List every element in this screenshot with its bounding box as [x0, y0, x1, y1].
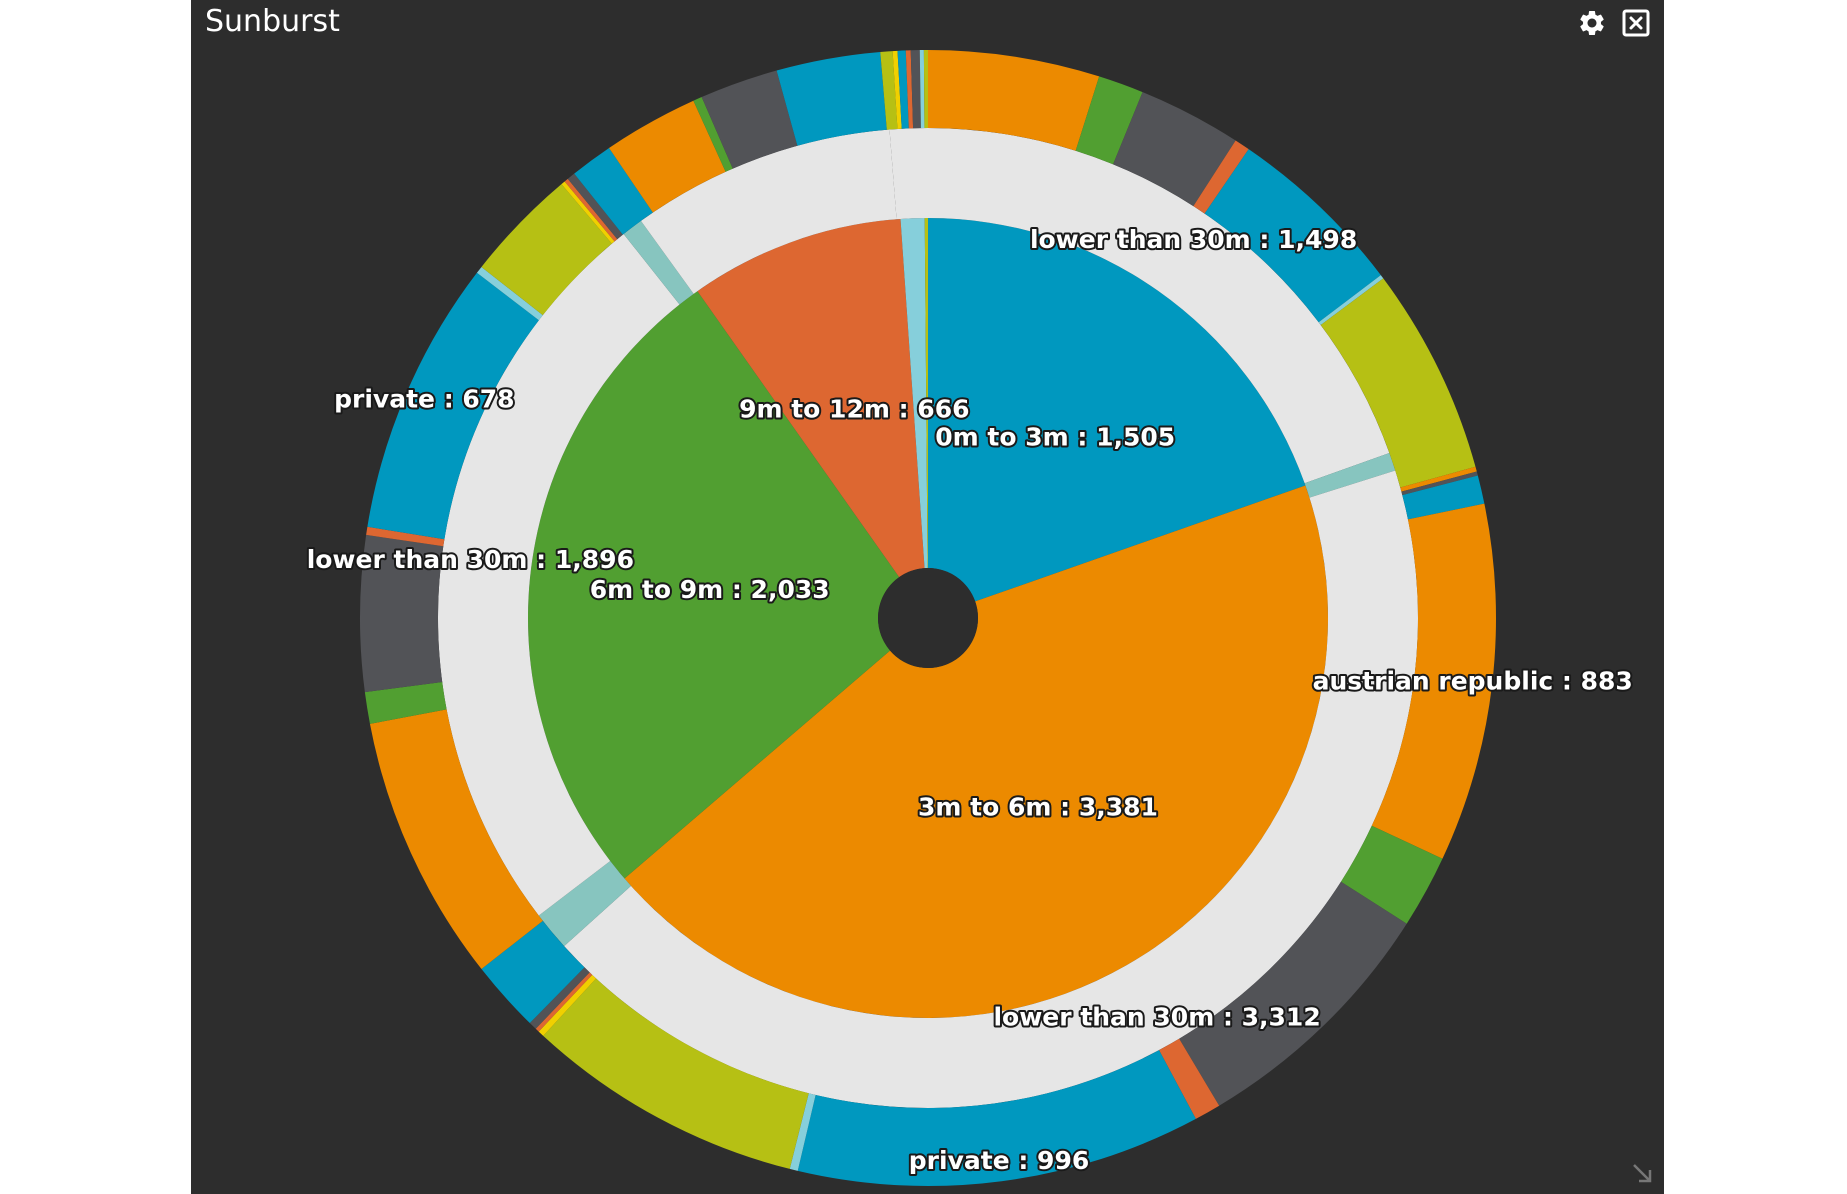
- sunburst-segment[interactable]: [527, 291, 900, 879]
- sunburst-segment[interactable]: [928, 128, 1390, 484]
- sunburst-segment[interactable]: [438, 233, 680, 916]
- sunburst-segment[interactable]: [1318, 275, 1384, 326]
- sunburst-segment[interactable]: [919, 50, 925, 129]
- sunburst-segment[interactable]: [1204, 149, 1381, 323]
- segment-label: 0m to 3m : 1,505: [935, 423, 1175, 452]
- sunburst-segment[interactable]: [928, 50, 1100, 151]
- sunburst-segment[interactable]: [1400, 466, 1477, 492]
- sunburst-segment[interactable]: [366, 526, 445, 547]
- sunburst-segment[interactable]: [905, 50, 914, 129]
- sunburst-segment[interactable]: [535, 972, 593, 1032]
- sunburst-segment[interactable]: [640, 129, 897, 294]
- sunburst-segment[interactable]: [567, 173, 623, 240]
- sunburst-segment[interactable]: [367, 272, 539, 540]
- sunburst-segment[interactable]: [538, 860, 631, 947]
- sunburst-chart: 0m to 3m : 1,505 3m to 6m : 3,381 6m to 9m…: [305, 50, 1635, 1186]
- sunburst-segment[interactable]: [889, 128, 929, 220]
- sunburst-segment[interactable]: [561, 181, 615, 244]
- segment-label: 9m to 12m : 666: [739, 395, 969, 424]
- sunburst-segment[interactable]: [364, 681, 447, 724]
- center-hole: [878, 568, 978, 668]
- sunburst-segment[interactable]: [476, 266, 543, 321]
- sunburst-segment[interactable]: [789, 1093, 816, 1171]
- sunburst-segment[interactable]: [481, 184, 612, 316]
- sunburst-segment[interactable]: [900, 218, 928, 569]
- segment-label: private : 678: [334, 385, 514, 414]
- sunburst-segment[interactable]: [1320, 278, 1476, 488]
- sunburst-segment[interactable]: [880, 51, 898, 130]
- sunburst-segment[interactable]: [623, 220, 694, 305]
- segment-label: lower than 30m : 1,896: [307, 545, 634, 574]
- widget-title: Sunburst: [205, 4, 340, 39]
- segment-label: austrian republic : 883: [1313, 666, 1633, 695]
- sunburst-segment[interactable]: [1075, 76, 1143, 165]
- gear-icon[interactable]: [1577, 8, 1607, 38]
- sunburst-widget: Sunburst 0m to 3m : 1,505 3m to 6m : 3,38…: [191, 0, 1664, 1194]
- sunburst-segment[interactable]: [897, 50, 909, 129]
- sunburst-segment[interactable]: [624, 485, 1328, 1019]
- sunburst-segment[interactable]: [1371, 503, 1496, 859]
- sunburst-segment[interactable]: [1402, 475, 1485, 520]
- sunburst-segment[interactable]: [1340, 825, 1443, 924]
- sunburst-segment[interactable]: [481, 920, 585, 1024]
- sunburst-segment[interactable]: [574, 148, 653, 235]
- sunburst-segment[interactable]: [564, 178, 618, 242]
- segment-label: 3m to 6m : 3,381: [918, 793, 1158, 822]
- resize-arrow-icon[interactable]: [1629, 1160, 1655, 1186]
- sunburst-segment[interactable]: [1113, 92, 1236, 207]
- sunburst-segment[interactable]: [697, 218, 925, 578]
- segment-label: 6m to 9m : 2,033: [590, 575, 830, 604]
- sunburst-segment[interactable]: [543, 978, 809, 1169]
- sunburst-segment[interactable]: [1401, 471, 1478, 496]
- sunburst-segment[interactable]: [529, 967, 590, 1029]
- sunburst-segment[interactable]: [797, 1050, 1196, 1186]
- sunburst-segment[interactable]: [928, 218, 1306, 602]
- sunburst-segment[interactable]: [538, 974, 597, 1036]
- sunburst-segment[interactable]: [1159, 1038, 1220, 1119]
- sunburst-segment[interactable]: [564, 470, 1418, 1109]
- sunburst-segment[interactable]: [1179, 881, 1407, 1106]
- segment-label: lower than 30m : 3,312: [993, 1002, 1320, 1031]
- sunburst-segment[interactable]: [1193, 140, 1249, 214]
- sunburst-segment[interactable]: [910, 50, 921, 129]
- sunburst-segment[interactable]: [609, 100, 726, 213]
- sunburst-segment[interactable]: [924, 218, 928, 569]
- sunburst-segment[interactable]: [369, 709, 543, 970]
- sunburst-segment[interactable]: [701, 70, 798, 169]
- sunburst-segment[interactable]: [923, 50, 928, 129]
- segment-label: private : 996: [909, 1146, 1089, 1175]
- sunburst-segment[interactable]: [1304, 452, 1396, 498]
- segment-label: lower than 30m : 1,498: [1030, 225, 1357, 254]
- sunburst-segment[interactable]: [693, 97, 733, 172]
- sunburst-segment[interactable]: [776, 52, 887, 146]
- sunburst-segment[interactable]: [360, 534, 444, 693]
- sunburst-segment[interactable]: [892, 50, 902, 129]
- close-box-icon[interactable]: [1622, 9, 1650, 37]
